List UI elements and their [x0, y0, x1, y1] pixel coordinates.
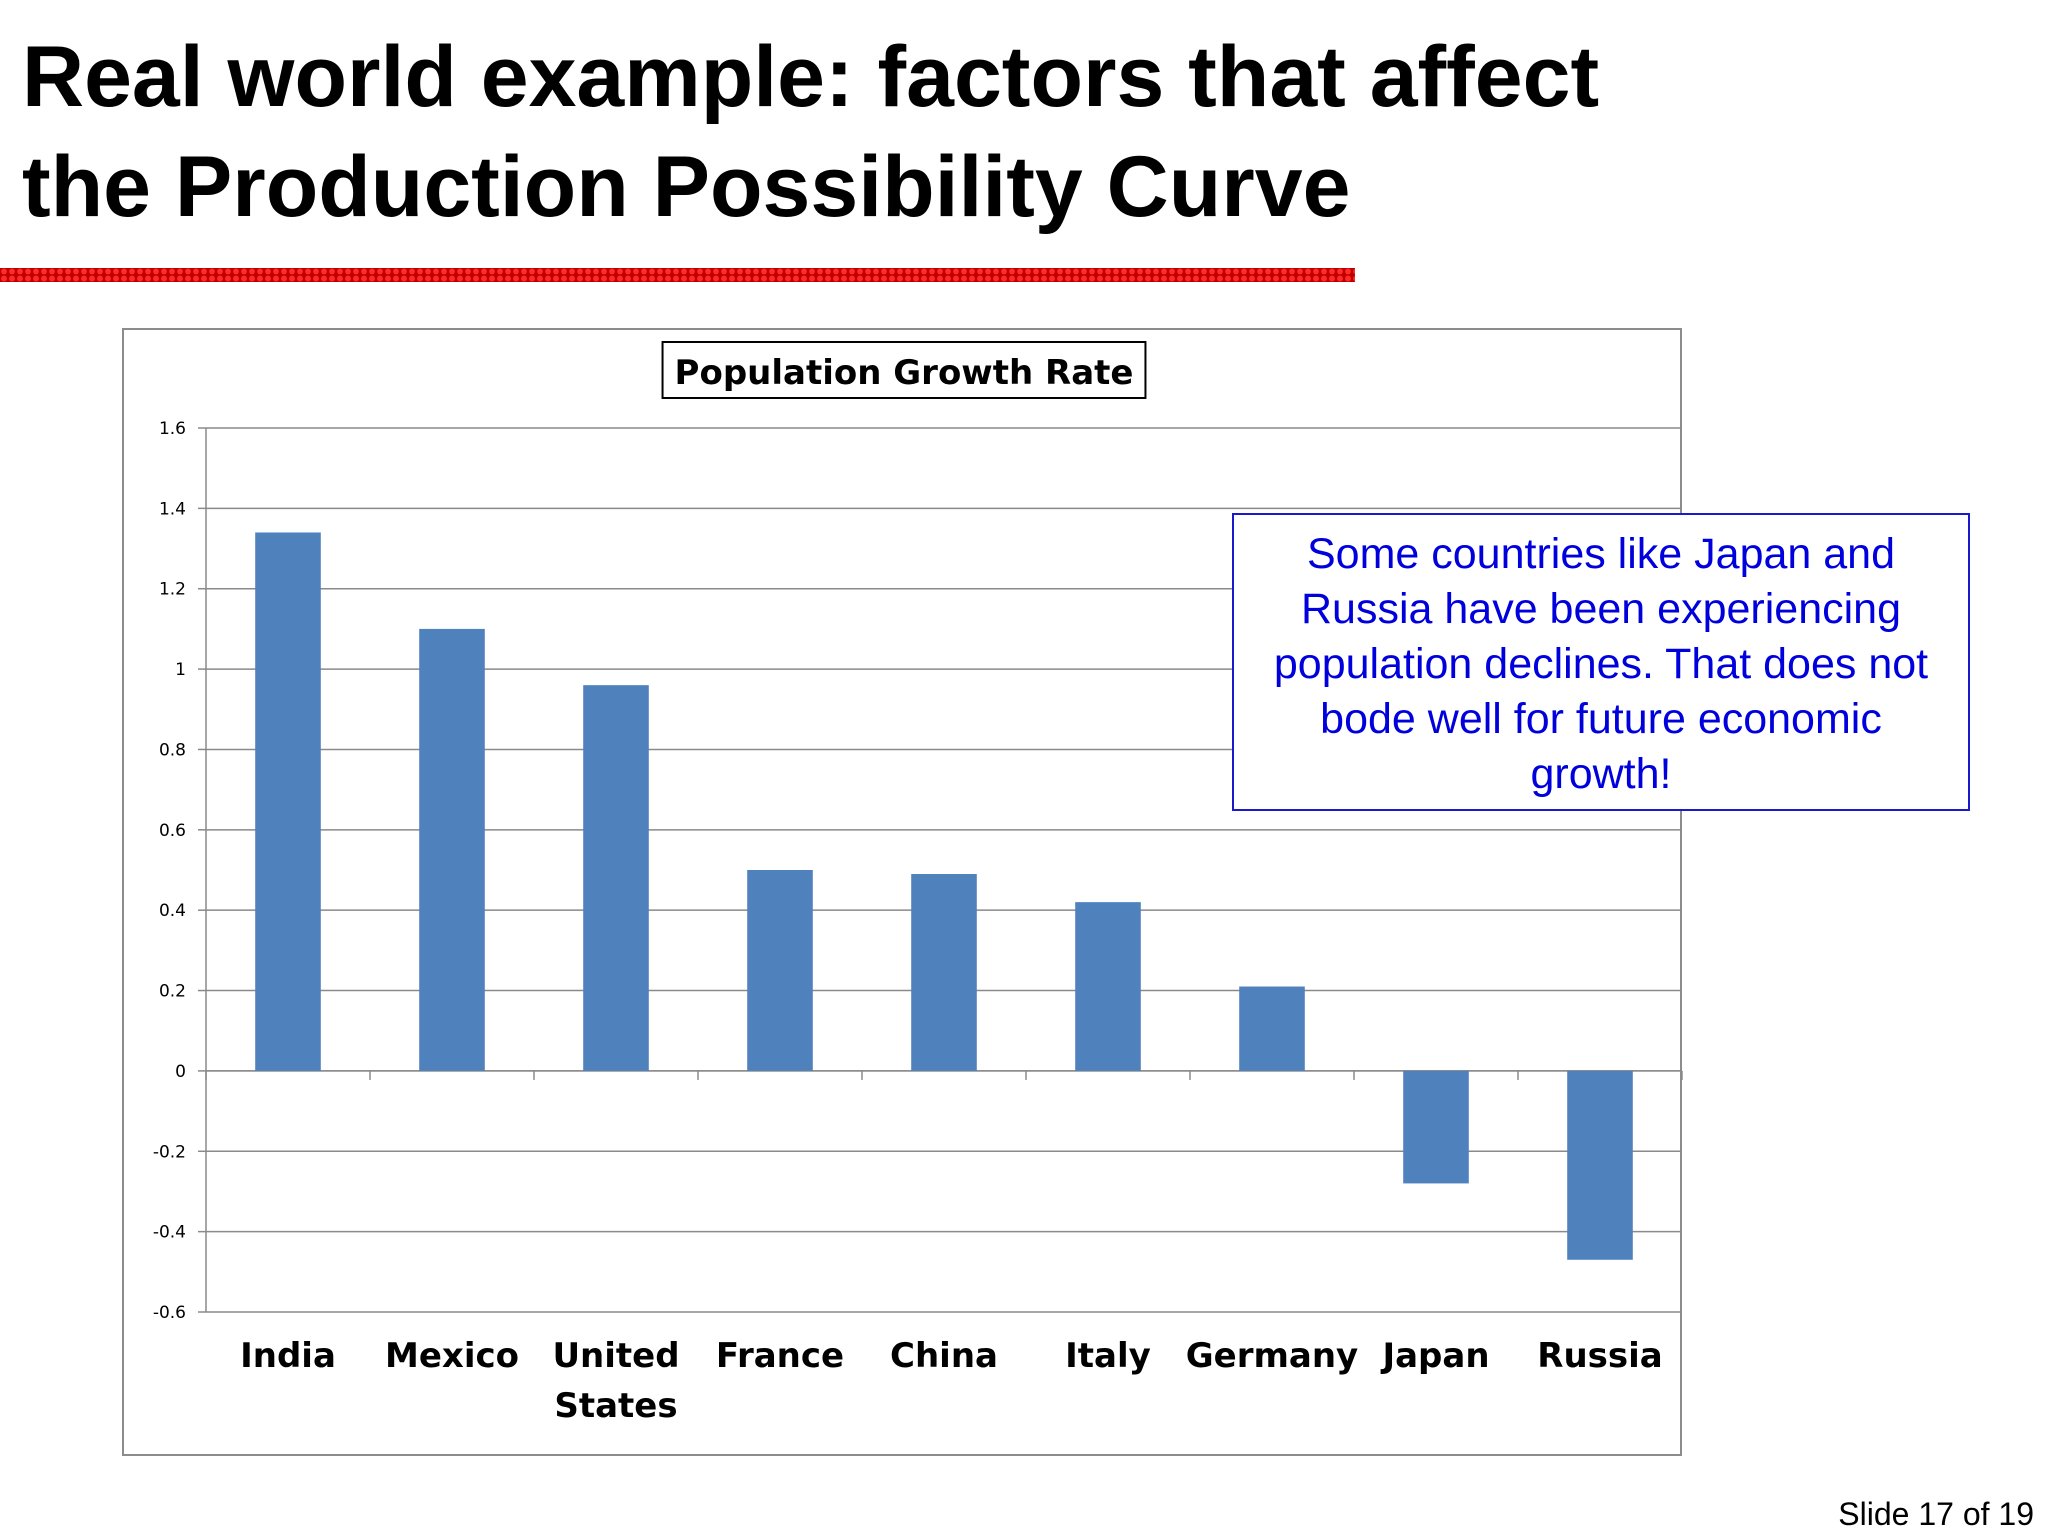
bar [911, 874, 977, 1071]
bar [1239, 986, 1305, 1071]
y-tick-label: 1 [175, 660, 186, 680]
x-tick-label: Russia [1537, 1336, 1662, 1376]
y-tick-label: -0.4 [153, 1223, 186, 1243]
y-tick-label: -0.6 [153, 1303, 186, 1323]
x-tick-label: Italy [1065, 1336, 1151, 1376]
y-tick-label: 1.4 [159, 499, 186, 519]
y-tick-label: 0.2 [159, 982, 186, 1002]
y-tick-label: 1.6 [159, 419, 186, 439]
x-tick-label: India [240, 1336, 336, 1376]
x-tick-label: Mexico [385, 1336, 519, 1376]
x-tick-label: United States [552, 1336, 679, 1426]
chart-title-box [661, 341, 1147, 399]
bar [583, 685, 649, 1071]
bar [419, 628, 485, 1071]
y-tick-label: 0.4 [159, 901, 186, 921]
y-tick-label: 0 [175, 1062, 186, 1082]
slide-title: Real world example: factors that affect … [22, 22, 1822, 242]
chart-title-text: Population Growth Rate [675, 353, 1134, 393]
y-tick-label: 1.2 [159, 580, 186, 600]
chart-title: Population Growth Rate [661, 341, 1147, 399]
x-tick-label: China [890, 1336, 998, 1376]
slide-title-line: Real world example: factors that affect [22, 29, 1600, 125]
y-tick-label: 0.8 [159, 740, 186, 760]
annotation-callout: Some countries like Japan and Russia hav… [1232, 513, 1970, 811]
bar [747, 870, 813, 1071]
title-divider [0, 268, 1355, 282]
slide-title-line: the Production Possibility Curve [22, 139, 1351, 235]
axis-labels: -0.6 -0.4 -0.2 0 0.2 0.4 0.6 0.8 1 1.2 1.4 1.6 India… [153, 419, 1663, 1426]
x-tick-label: Japan [1380, 1336, 1489, 1376]
bar [1403, 1070, 1469, 1184]
x-tick-label: France [716, 1336, 844, 1376]
bars [255, 532, 1633, 1260]
slide-number: Slide 17 of 19 [1838, 1496, 2034, 1532]
bar [1567, 1070, 1633, 1260]
bar [255, 532, 321, 1071]
x-tick-label: Germany [1186, 1336, 1358, 1376]
bar [1075, 902, 1141, 1071]
y-tick-label: 0.6 [159, 821, 186, 841]
y-tick-label: -0.2 [153, 1142, 186, 1162]
